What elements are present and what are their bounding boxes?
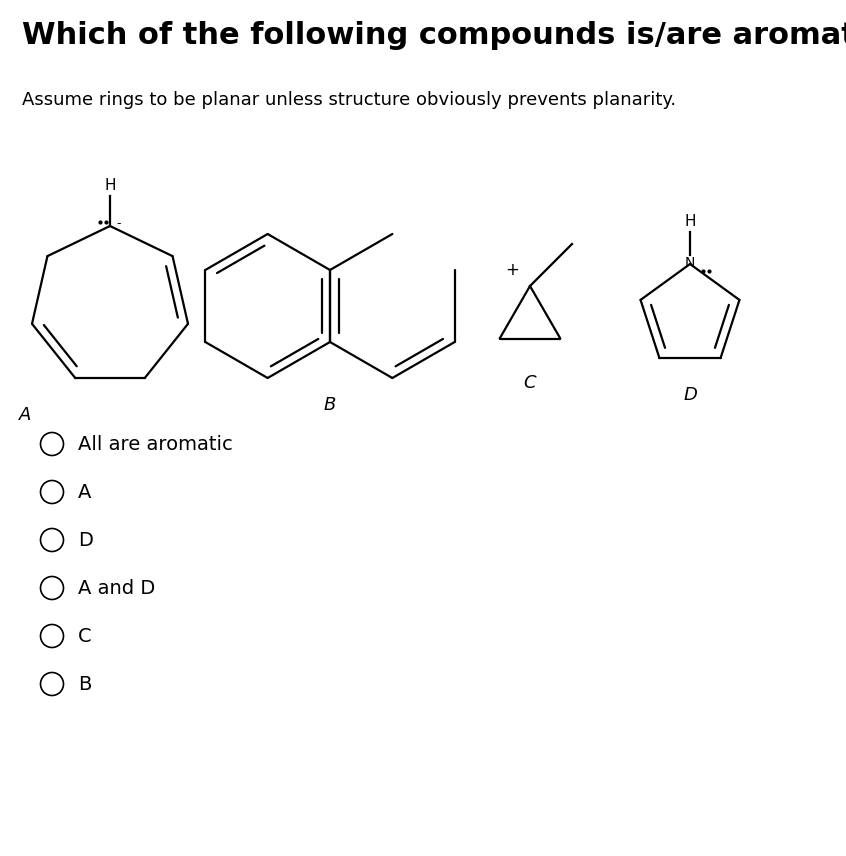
Text: +: + — [505, 261, 519, 279]
Text: H: H — [104, 178, 116, 193]
Text: Which of the following compounds is/are aromatic?: Which of the following compounds is/are … — [22, 21, 846, 50]
Text: D: D — [683, 386, 697, 404]
Text: Assume rings to be planar unless structure obviously prevents planarity.: Assume rings to be planar unless structu… — [22, 91, 676, 109]
Text: H: H — [684, 214, 695, 229]
Text: A and D: A and D — [78, 579, 156, 597]
Text: All are aromatic: All are aromatic — [78, 435, 233, 454]
Text: N: N — [684, 256, 695, 270]
Text: -: - — [116, 217, 120, 230]
Text: C: C — [78, 627, 91, 645]
Text: C: C — [524, 374, 536, 392]
Text: A: A — [78, 483, 91, 502]
Text: D: D — [78, 531, 93, 550]
Text: A: A — [19, 406, 31, 424]
Text: B: B — [78, 675, 91, 693]
Text: B: B — [324, 396, 336, 414]
